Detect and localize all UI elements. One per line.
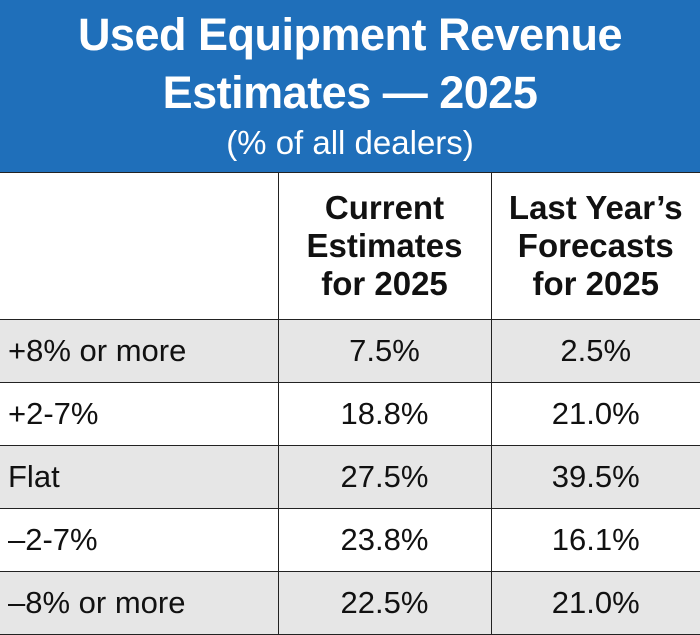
last-year-forecast-cell: 21.0% (490, 382, 700, 446)
column-header-current-line: Estimates (306, 227, 463, 264)
table-title-line-1: Used Equipment Revenue (77, 9, 623, 60)
column-header-last-year: Last Year’s Forecasts for 2025 (490, 172, 700, 320)
table-row: –2-7% 23.8% 16.1% (0, 508, 700, 572)
column-header-last-year-line: for 2025 (532, 265, 660, 302)
row-label: +2-7% (0, 382, 279, 446)
current-estimate-cell: 27.5% (277, 445, 492, 509)
current-estimate-cell: 22.5% (277, 571, 492, 635)
current-estimate-cell: 18.8% (277, 382, 492, 446)
table-row: +8% or more 7.5% 2.5% (0, 319, 700, 383)
current-estimate-cell: 23.8% (277, 508, 492, 572)
column-header-row: Current Estimates for 2025 Last Year’s F… (0, 172, 700, 320)
table-row: –8% or more 22.5% 21.0% (0, 571, 700, 635)
table-row: +2-7% 18.8% 21.0% (0, 382, 700, 446)
table-subtitle: (% of all dealers) (226, 124, 474, 161)
last-year-forecast-cell: 21.0% (490, 571, 700, 635)
column-header-current-line: Current (324, 189, 445, 226)
column-header-blank (0, 172, 279, 320)
row-label: –8% or more (0, 571, 279, 635)
table-row: Flat 27.5% 39.5% (0, 445, 700, 509)
column-header-last-year-line: Forecasts (517, 227, 674, 264)
current-estimate-cell: 7.5% (277, 319, 492, 383)
column-header-last-year-line: Last Year’s (508, 189, 683, 226)
column-header-current: Current Estimates for 2025 (277, 172, 492, 320)
last-year-forecast-cell: 2.5% (490, 319, 700, 383)
row-label: Flat (0, 445, 279, 509)
row-label: +8% or more (0, 319, 279, 383)
column-header-current-line: for 2025 (321, 265, 448, 302)
row-label: –2-7% (0, 508, 279, 572)
last-year-forecast-cell: 16.1% (490, 508, 700, 572)
revenue-estimates-table: Current Estimates for 2025 Last Year’s F… (0, 172, 700, 635)
table-header-banner: Used Equipment Revenue Estimates — 2025 … (0, 0, 700, 172)
table-title-line-2: Estimates — 2025 (162, 67, 538, 118)
last-year-forecast-cell: 39.5% (490, 445, 700, 509)
